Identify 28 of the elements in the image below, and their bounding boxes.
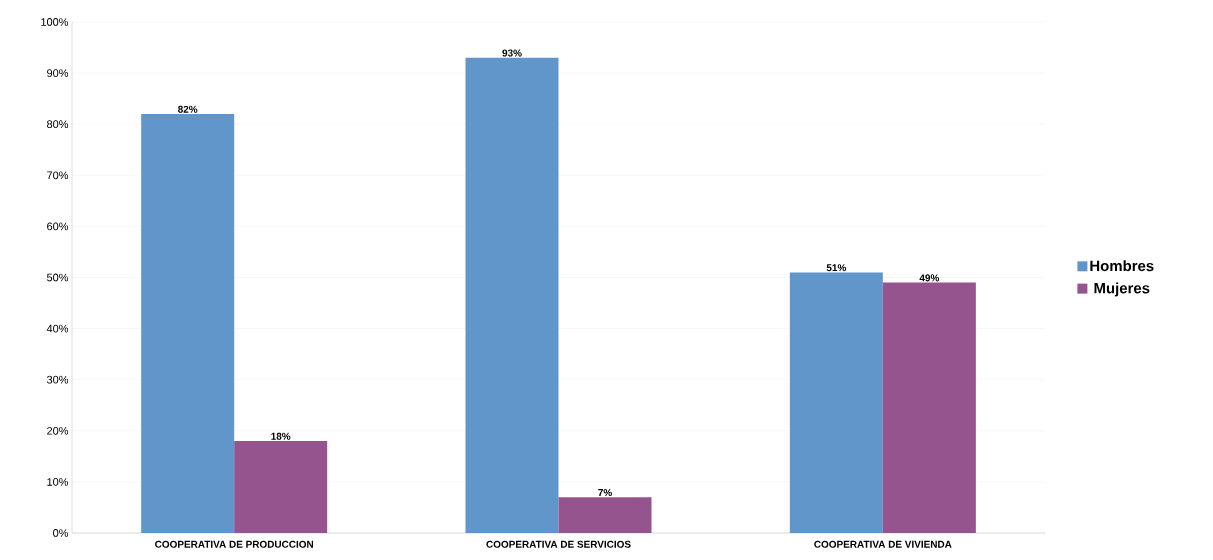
y-tick-label: 20% bbox=[47, 426, 69, 435]
y-tick-label: 90% bbox=[47, 69, 69, 77]
data-label: 7% bbox=[598, 489, 612, 497]
legend-label: Hombres bbox=[1090, 260, 1154, 272]
bar bbox=[558, 497, 652, 533]
data-label: 93% bbox=[502, 49, 522, 57]
y-tick-label: 40% bbox=[46, 324, 69, 333]
y-tick-label: 50% bbox=[46, 273, 69, 282]
legend-label: Mujeres bbox=[1094, 282, 1150, 297]
data-label: 51% bbox=[826, 264, 847, 272]
y-tick-label: 100% bbox=[41, 18, 69, 26]
y-tick-label: 80% bbox=[47, 120, 69, 129]
y-tick-label: 0% bbox=[53, 529, 69, 537]
data-label: 82% bbox=[178, 105, 198, 113]
data-label: 49% bbox=[919, 274, 940, 282]
x-tick-label: COOPERATIVA DE PRODUCCION bbox=[155, 540, 314, 548]
bar bbox=[234, 441, 328, 533]
data-label: 18% bbox=[271, 432, 291, 440]
y-tick-label: 30% bbox=[46, 375, 69, 384]
y-tick-label: 10% bbox=[47, 478, 69, 486]
bar bbox=[465, 57, 559, 533]
bar bbox=[789, 272, 883, 533]
y-tick-label: 60% bbox=[47, 222, 69, 231]
y-tick-label: 70% bbox=[47, 171, 69, 180]
bar bbox=[141, 113, 235, 533]
x-tick-label: COOPERATIVA DE SERVICIOS bbox=[486, 540, 631, 548]
x-tick-label: COOPERATIVA DE VIVIENDA bbox=[814, 540, 952, 548]
bar bbox=[882, 282, 976, 533]
